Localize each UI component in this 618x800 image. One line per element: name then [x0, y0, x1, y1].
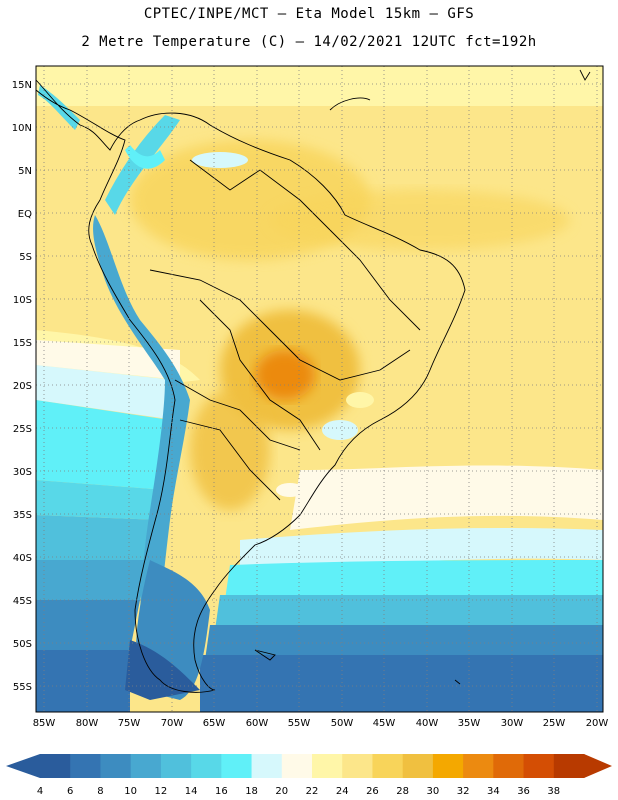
lon-label: 50W — [331, 718, 354, 729]
lat-label: 5S — [19, 252, 32, 263]
lat-label: 55S — [13, 682, 32, 693]
lon-label: 80W — [76, 718, 99, 729]
colorbar-swatch — [281, 754, 313, 778]
colorbar-label: 22 — [306, 786, 319, 797]
colorbar-swatch — [493, 754, 525, 778]
lat-label: 10N — [12, 123, 32, 134]
lon-label: 55W — [288, 718, 311, 729]
latitude-axis: 15N 10N 5N EQ 5S 10S 15S 20S 25S 30S 35S… — [12, 80, 32, 693]
lat-label: 35S — [13, 510, 32, 521]
colorbar-low-arrow — [6, 754, 40, 778]
lon-label: 70W — [161, 718, 184, 729]
colorbar-label: 20 — [275, 786, 288, 797]
lon-label: 25W — [543, 718, 566, 729]
colorbar-label: 10 — [124, 786, 137, 797]
colorbar-swatch — [40, 754, 71, 778]
lon-label: 20W — [586, 718, 609, 729]
colorbar-label: 6 — [67, 786, 73, 797]
colorbar-swatch — [221, 754, 253, 778]
colorbar-swatch — [342, 754, 373, 778]
lon-label: 60W — [246, 718, 269, 729]
colorbar-swatch — [100, 754, 132, 778]
colorbar-swatch — [160, 754, 192, 778]
map-title-line-1: CPTEC/INPE/MCT – Eta Model 15km – GFS — [143, 6, 475, 22]
colorbar-high-arrow — [584, 754, 612, 778]
lon-label: 40W — [416, 718, 439, 729]
lon-label: 65W — [203, 718, 226, 729]
colorbar-swatch — [251, 754, 283, 778]
colorbar-label: 36 — [517, 786, 530, 797]
colorbar-swatch — [312, 754, 343, 778]
lat-label: 40S — [13, 553, 32, 564]
colorbar-label: 14 — [185, 786, 198, 797]
colorbar-label: 12 — [155, 786, 168, 797]
colorbar-label: 30 — [427, 786, 440, 797]
lon-label: 30W — [501, 718, 524, 729]
longitude-axis: 85W 80W 75W 70W 65W 60W 55W 50W 45W 40W … — [33, 718, 609, 729]
lat-label: 20S — [13, 381, 32, 392]
lat-label: 10S — [13, 295, 32, 306]
lat-label: 45S — [13, 596, 32, 607]
map-frame — [35, 65, 604, 713]
lat-label: 30S — [13, 467, 32, 478]
colorbar-swatch — [372, 754, 404, 778]
colorbar-label: 8 — [97, 786, 103, 797]
lat-label: 25S — [13, 424, 32, 435]
colorbar-swatch — [130, 754, 162, 778]
colorbar-swatch — [191, 754, 222, 778]
colorbar-swatch — [402, 754, 434, 778]
colorbar-label: 34 — [487, 786, 500, 797]
colorbar-swatch — [553, 754, 585, 778]
colorbar-label: 16 — [215, 786, 228, 797]
colorbar-swatch — [523, 754, 555, 778]
colorbar-swatch — [463, 754, 494, 778]
lon-label: 35W — [458, 718, 481, 729]
lon-label: 45W — [373, 718, 396, 729]
lat-label: 50S — [13, 639, 32, 650]
temperature-field — [36, 66, 603, 712]
lon-label: 75W — [118, 718, 141, 729]
colorbar-label: 32 — [457, 786, 470, 797]
colorbar-swatch — [432, 754, 464, 778]
colorbar-label: 18 — [245, 786, 258, 797]
map-title-line-2: 2 Metre Temperature (C) – 14/02/2021 12U… — [81, 34, 537, 50]
lat-label: 15S — [13, 338, 32, 349]
lat-label: EQ — [18, 209, 32, 220]
colorbar-label: 38 — [547, 786, 560, 797]
graticule — [36, 66, 603, 712]
lat-label: 15N — [12, 80, 32, 91]
colorbar-swatch — [70, 754, 101, 778]
colorbar-label: 28 — [396, 786, 409, 797]
lat-label: 5N — [18, 166, 32, 177]
colorbar-label: 4 — [37, 786, 43, 797]
colorbar-label: 26 — [366, 786, 379, 797]
colorbar: 4 6 8 10 12 14 16 18 20 22 24 26 28 30 32 34 36 38 — [6, 754, 612, 797]
lon-label: 85W — [33, 718, 56, 729]
colorbar-label: 24 — [336, 786, 349, 797]
